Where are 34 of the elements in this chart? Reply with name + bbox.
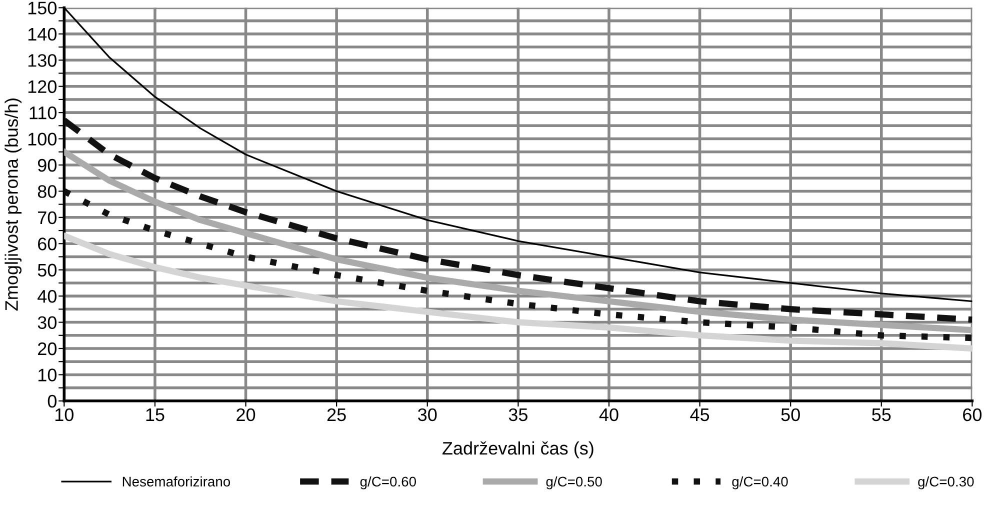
y-tick-label: 0 xyxy=(48,394,57,408)
x-tick-label: 10 xyxy=(55,408,74,422)
x-tick-label: 55 xyxy=(872,408,891,422)
y-tick-label: 50 xyxy=(38,264,57,277)
x-tick-label: 50 xyxy=(781,408,800,422)
x-tick-label: 40 xyxy=(599,408,618,422)
x-tick-label: 60 xyxy=(963,408,982,422)
x-tick-label: 35 xyxy=(508,408,528,422)
y-tick-label: 70 xyxy=(38,211,57,224)
legend-label: g/C=0.40 xyxy=(732,476,788,490)
y-axis-title: Zmogljivost perona (bus/h) xyxy=(4,98,22,311)
y-tick-label: 20 xyxy=(38,342,57,356)
y-tick-label: 40 xyxy=(38,290,57,303)
y-tick-label: 110 xyxy=(30,106,57,120)
y-tick-label: 80 xyxy=(38,185,57,198)
x-tick-label: 45 xyxy=(690,408,710,422)
legend-label: g/C=0.30 xyxy=(918,476,974,490)
legend-label: Nesemaforizirano xyxy=(122,476,230,487)
y-tick-label: 140 xyxy=(28,28,57,41)
x-tick-label: 25 xyxy=(327,408,346,422)
x-tick-label: 30 xyxy=(418,408,437,422)
y-tick-label: 90 xyxy=(38,158,57,172)
y-tick-label: 130 xyxy=(28,54,57,67)
y-tick-label: 30 xyxy=(38,316,57,329)
x-tick-label: 20 xyxy=(236,408,256,422)
y-tick-label: 150 xyxy=(28,2,57,14)
x-tick-label: 15 xyxy=(146,408,164,422)
y-tick-label: 10 xyxy=(38,368,57,382)
legend-label: g/C=0.50 xyxy=(546,476,602,490)
legend-label: g/C=0.60 xyxy=(360,476,416,490)
y-tick-label: 60 xyxy=(38,238,57,250)
y-tick-label: 100 xyxy=(28,132,57,146)
x-axis-title: Zadrževalni čas (s) xyxy=(442,441,594,458)
y-tick-label: 120 xyxy=(28,80,57,94)
